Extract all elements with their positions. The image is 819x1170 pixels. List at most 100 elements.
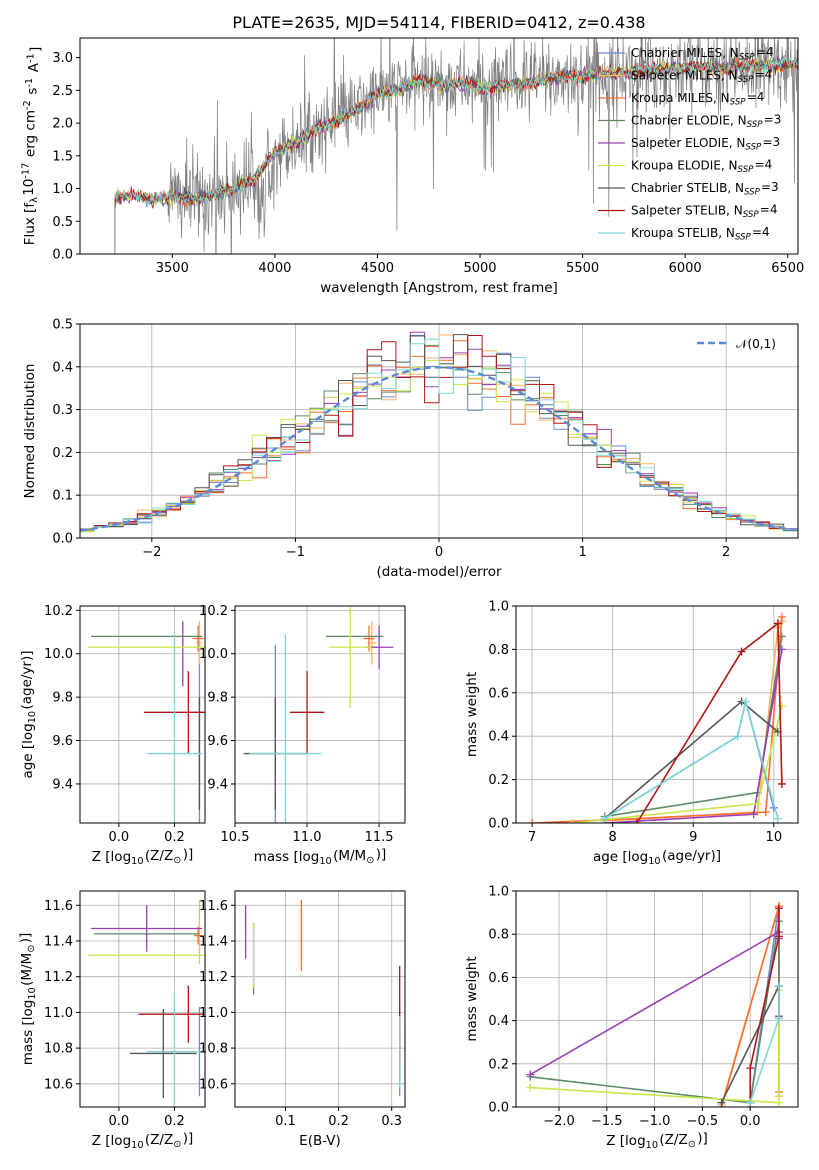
y-tick-label: 11.6 [199, 899, 228, 914]
x-tick-label: 8 [609, 830, 617, 845]
weight-point [741, 697, 750, 706]
y-tick-label: 2.0 [52, 117, 73, 132]
legend-entry: Kroupa ELODIE, NSSP =4 [631, 157, 772, 175]
age-vs-Z-plot-area [88, 621, 205, 823]
spectrum-title: PLATE=2635, MJD=54114, FIBERID=0412, z=0… [232, 13, 645, 32]
weight-point [777, 632, 786, 641]
weight-point [749, 810, 758, 819]
y-tick-label: 10.2 [44, 604, 73, 619]
y-tick-label: 0.4 [488, 730, 509, 745]
spectrum-frame [79, 37, 799, 255]
y-tick-label: 10.2 [199, 604, 228, 619]
y-tick-label: 0.1 [52, 489, 73, 504]
legend-entry: Chabrier ELODIE, NSSP =3 [631, 112, 781, 130]
y-tick-label: 10.6 [199, 1077, 228, 1092]
y-tick-label: 0.8 [488, 928, 509, 943]
age-vs-Z-panel: 0.0 0.2 9.4 9.6 9.8 10.0 10.2 Z [log10 (Z/Z⊙ )]… [19, 604, 206, 867]
spectrum-xlabel: wavelength [Angstrom, rest frame] [320, 280, 558, 296]
weight-vs-Z-ylabel: mass weight [464, 956, 480, 1041]
weight-vs-age-ylabel: mass weight [464, 672, 480, 757]
weight-point [774, 1098, 783, 1107]
y-tick-label: 0.0 [52, 532, 73, 547]
weight-point [600, 814, 609, 823]
spectrum-panel: 3500 4000 4500 5000 5500 6000 6500 0.0 0.5 1.0 1.5… [20, 13, 804, 296]
errorbar-5 [91, 905, 203, 952]
y-tick-label: 2.5 [52, 84, 73, 99]
legend-entry: Chabrier STELIB, NSSP =3 [631, 180, 779, 198]
x-tick-label: 4000 [258, 261, 291, 276]
x-tick-label: 0 [435, 545, 443, 560]
legend-entry: Chabrier MILES, NSSP =4 [631, 45, 774, 63]
weight-point [746, 1098, 755, 1107]
errorbar-8 [138, 985, 205, 1043]
weight-point [568, 819, 577, 823]
x-tick-label: 6000 [669, 261, 702, 276]
mass-vs-Z-panel: 0.0 0.2 10.6 10.8 11.0 11.2 11.4 11.6 Z [log10 (… [18, 890, 206, 1151]
model-spectrum-8 [114, 58, 798, 209]
y-tick-label: 0.0 [52, 248, 73, 263]
errorbar-9 [146, 634, 203, 823]
weight-series-8 [632, 619, 786, 823]
weight-point [526, 1083, 535, 1092]
weight-point [774, 904, 783, 913]
weight-point [737, 647, 746, 656]
age-vs-mass-panel: 10.5 11.0 11.5 9.4 9.6 9.8 10.0 10.2 mass [log10… [199, 604, 406, 867]
age-vs-mass-frame [234, 605, 406, 824]
x-tick-label: 5000 [463, 261, 496, 276]
legend-entry: Salpeter STELIB, NSSP =4 [631, 202, 777, 220]
y-tick-label: 1.0 [488, 885, 509, 900]
legend-entry: Kroupa STELIB, NSSP =4 [631, 225, 770, 243]
y-tick-label: 9.6 [52, 734, 73, 749]
weight-point [746, 1064, 755, 1073]
x-tick-label: 3500 [156, 261, 189, 276]
weight-point [774, 1014, 783, 1023]
weight-point [761, 808, 770, 817]
x-tick-label: 0.3 [381, 1114, 402, 1129]
normal-curve [80, 366, 796, 532]
x-tick-label: 6500 [771, 261, 804, 276]
weight-point [777, 612, 786, 621]
y-tick-label: 0.2 [52, 446, 73, 461]
mass-vs-Z-plot-area [88, 899, 205, 1107]
weight-vs-age-frame [515, 605, 799, 824]
x-tick-label: 11.0 [293, 830, 322, 845]
mass-vs-EBV-frame [234, 890, 406, 1108]
age-vs-mass-xlabel: mass [log10 (M/M⊙ )] [254, 847, 387, 867]
x-tick-label: 7 [528, 830, 536, 845]
weight-vs-Z-plot-area [526, 902, 783, 1107]
weight-point [773, 814, 782, 823]
y-tick-label: 0.5 [52, 318, 73, 333]
x-tick-label: 10 [766, 830, 783, 845]
weight-point [526, 1070, 535, 1079]
y-tick-label: 11.0 [44, 1006, 73, 1021]
weight-vs-Z-xlabel: Z [log10 (Z/Z⊙ )] [606, 1131, 708, 1151]
y-tick-label: 0.2 [488, 1057, 509, 1072]
weight-point [773, 619, 782, 628]
y-tick-label: 11.6 [44, 899, 73, 914]
x-tick-label: −2.0 [543, 1114, 575, 1129]
x-tick-label: 0.2 [328, 1114, 349, 1129]
y-tick-label: 0.2 [488, 773, 509, 788]
x-tick-label: 0.2 [164, 1114, 185, 1129]
y-tick-label: 11.0 [199, 1006, 228, 1021]
legend-entry: Salpeter ELODIE, NSSP =3 [631, 135, 780, 153]
errorbar-8 [143, 671, 205, 754]
y-tick-label: 10.0 [44, 647, 73, 662]
x-tick-label: −1.0 [639, 1114, 671, 1129]
x-tick-label: 4500 [361, 261, 394, 276]
mass-vs-EBV-panel: 0.1 0.2 0.3 10.6 10.8 11.0 11.2 11.4 11.6 E(B-V) [199, 890, 406, 1149]
x-tick-label: −0.5 [687, 1114, 719, 1129]
x-tick-label: 9 [689, 830, 697, 845]
y-tick-label: 9.8 [207, 691, 228, 706]
x-tick-label: 0.0 [109, 830, 130, 845]
y-tick-label: 11.4 [199, 934, 228, 949]
y-tick-label: 0.5 [52, 215, 73, 230]
weight-point [774, 982, 783, 991]
weight-point [777, 779, 786, 788]
x-tick-label: 10.5 [221, 830, 250, 845]
x-tick-label: 0.0 [740, 1114, 761, 1129]
y-tick-label: 0.3 [52, 403, 73, 418]
residuals-panel: −2 −1 0 1 2 0.0 0.1 0.2 0.3 0.4 0.5 (data-model)/er… [22, 318, 799, 580]
weight-point [733, 732, 742, 741]
y-tick-label: 1.0 [488, 600, 509, 615]
